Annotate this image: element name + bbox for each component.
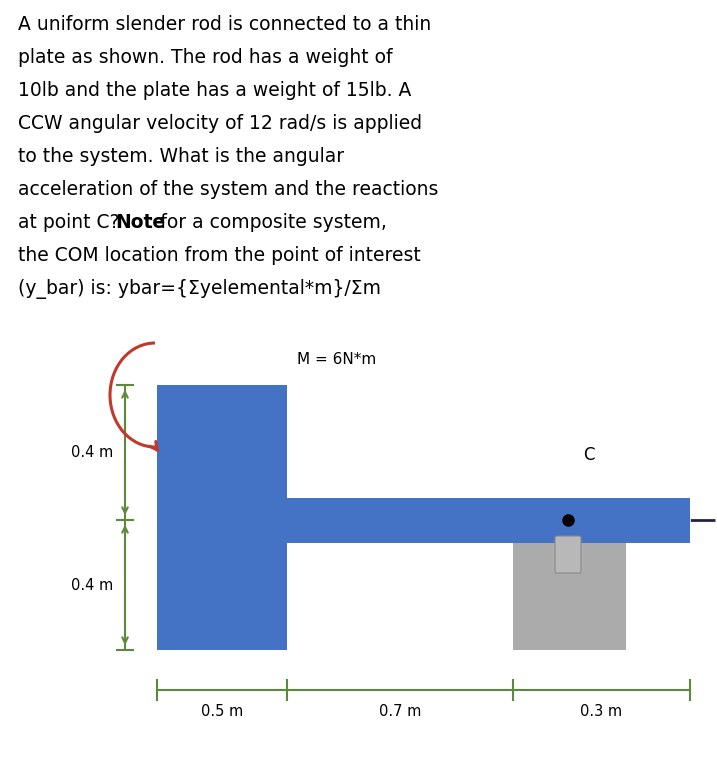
- Text: the COM location from the point of interest: the COM location from the point of inter…: [18, 246, 421, 265]
- Text: acceleration of the system and the reactions: acceleration of the system and the react…: [18, 180, 438, 199]
- Bar: [287, 498, 690, 543]
- Bar: [157, 385, 287, 650]
- Text: 10lb and the plate has a weight of 15lb. A: 10lb and the plate has a weight of 15lb.…: [18, 81, 412, 100]
- Bar: [513, 543, 626, 650]
- Text: Note: Note: [115, 213, 166, 232]
- Text: A uniform slender rod is connected to a thin: A uniform slender rod is connected to a …: [18, 15, 431, 34]
- Text: 0.5 m: 0.5 m: [201, 704, 243, 719]
- Text: 0.4 m: 0.4 m: [71, 445, 113, 460]
- Text: (y_bar) is: ybar={Σyelemental*m}/Σm: (y_bar) is: ybar={Σyelemental*m}/Σm: [18, 279, 381, 299]
- FancyBboxPatch shape: [555, 536, 581, 573]
- Text: plate as shown. The rod has a weight of: plate as shown. The rod has a weight of: [18, 48, 392, 67]
- Text: to the system. What is the angular: to the system. What is the angular: [18, 147, 344, 166]
- Text: 0.7 m: 0.7 m: [379, 704, 421, 719]
- Text: : for a composite system,: : for a composite system,: [148, 213, 386, 232]
- Text: CCW angular velocity of 12 rad/s is applied: CCW angular velocity of 12 rad/s is appl…: [18, 114, 422, 133]
- Text: 0.3 m: 0.3 m: [581, 704, 622, 719]
- Text: C: C: [583, 446, 594, 464]
- Text: at point C?: at point C?: [18, 213, 125, 232]
- Text: M = 6N*m: M = 6N*m: [297, 353, 376, 368]
- Text: 0.4 m: 0.4 m: [71, 578, 113, 593]
